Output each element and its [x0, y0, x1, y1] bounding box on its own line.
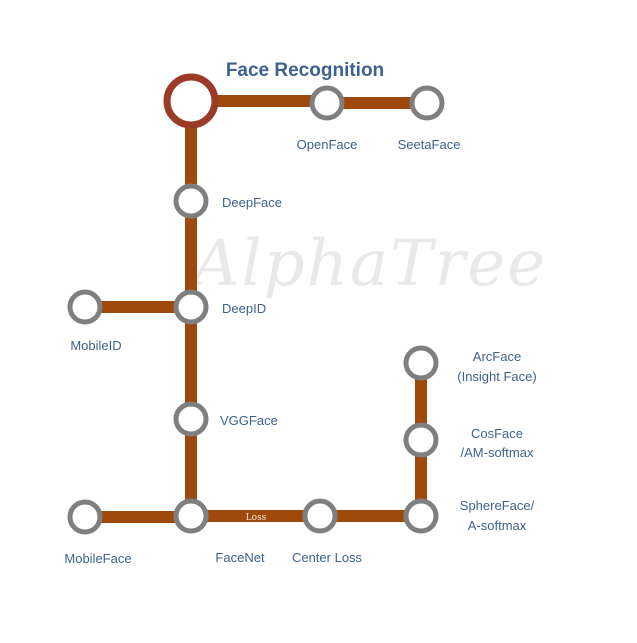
edge-label-loss: Loss — [246, 513, 267, 523]
label-arcface-line1: ArcFace — [473, 349, 521, 364]
label-sphereface-line2: A-softmax — [468, 518, 527, 533]
node-facenet — [173, 498, 209, 534]
node-sphereface — [403, 498, 439, 534]
node-mobileface — [67, 499, 103, 535]
label-deepface: DeepFace — [222, 195, 282, 210]
page-title: Face Recognition — [226, 60, 384, 81]
label-mobileface: MobileFace — [64, 551, 131, 566]
node-deepface — [173, 183, 209, 219]
label-vggface: VGGFace — [220, 413, 278, 428]
label-facenet: FaceNet — [215, 550, 265, 565]
station-nodes — [67, 85, 445, 535]
node-arcface — [403, 345, 439, 381]
node-mobileid — [67, 289, 103, 325]
label-seetaface: SeetaFace — [398, 137, 461, 152]
start-node — [163, 73, 219, 129]
label-cosface-line2: /AM-softmax — [461, 445, 534, 460]
node-openface — [309, 85, 345, 121]
watermark: AlphaTree — [188, 227, 547, 301]
node-centerloss — [302, 498, 338, 534]
label-centerloss: Center Loss — [292, 550, 363, 565]
label-cosface-line1: CosFace — [471, 426, 523, 441]
label-sphereface-line1: SphereFace/ — [460, 498, 535, 513]
node-deepid — [173, 289, 209, 325]
node-seetaface — [409, 85, 445, 121]
label-openface: OpenFace — [297, 137, 358, 152]
label-arcface-line2: (Insight Face) — [457, 369, 536, 384]
node-cosface — [403, 422, 439, 458]
label-mobileid: MobileID — [70, 338, 121, 353]
label-deepid: DeepID — [222, 301, 266, 316]
node-vggface — [173, 401, 209, 437]
